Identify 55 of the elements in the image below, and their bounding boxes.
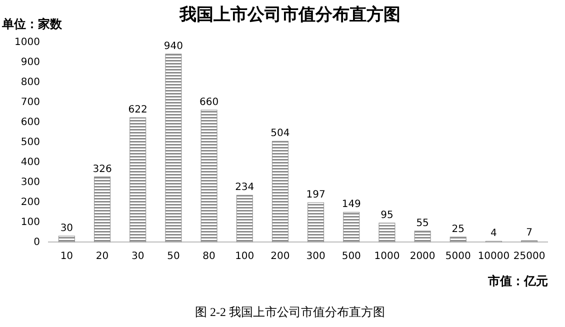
bar (450, 236, 466, 242)
data-label: 504 (270, 128, 290, 140)
x-tick-label: 10 (60, 251, 74, 262)
x-tick-label: 30 (131, 251, 144, 262)
data-label: 30 (60, 223, 74, 234)
y-tick-label: 300 (20, 177, 40, 188)
y-tick-label: 800 (20, 77, 40, 88)
x-tick-label: 2000 (410, 251, 436, 262)
data-label: 7 (526, 228, 533, 239)
data-label: 622 (128, 104, 148, 116)
y-tick-label: 1000 (14, 37, 40, 48)
data-label: 4 (490, 228, 497, 240)
data-label: 234 (235, 182, 254, 194)
data-label: 149 (342, 199, 361, 210)
data-label: 197 (306, 190, 326, 201)
y-tick-label: 200 (20, 197, 40, 208)
bar (236, 194, 253, 242)
x-tick-label: 80 (202, 251, 216, 262)
x-tick-label: 1000 (374, 251, 400, 262)
y-tick-label: 900 (20, 57, 40, 68)
bar (378, 222, 396, 242)
x-tick-label: 300 (306, 251, 326, 262)
x-tick-label: 10000 (478, 251, 510, 262)
bar (272, 140, 288, 242)
x-axis-title: 市值：亿元 (487, 274, 548, 288)
y-tick-label: 700 (20, 97, 40, 108)
bar (343, 212, 360, 242)
y-tick-label: 0 (34, 237, 40, 248)
y-tick-label: 400 (20, 157, 40, 168)
chart-title: 我国上市公司市值分布直方图 (178, 5, 400, 24)
bar (165, 54, 182, 242)
x-tick-label: 500 (342, 251, 361, 262)
bar (130, 117, 146, 242)
x-tick-label: 5000 (445, 251, 471, 262)
data-label: 55 (416, 218, 429, 229)
caption: 图 2-2 我国上市公司市值分布直方图 (195, 305, 385, 319)
x-tick-label: 50 (167, 251, 180, 262)
data-label: 326 (92, 164, 112, 175)
y-tick-label: 500 (20, 137, 40, 148)
bar (414, 230, 431, 242)
data-label: 95 (380, 210, 394, 221)
y-tick-label: 600 (20, 117, 40, 128)
bar (200, 110, 218, 242)
bar (308, 202, 324, 242)
bar (94, 176, 111, 242)
data-label: 660 (199, 97, 219, 108)
x-tick-label: 200 (270, 251, 290, 262)
x-tick-label: 20 (96, 251, 109, 262)
data-label: 25 (452, 224, 465, 235)
x-tick-label: 25000 (513, 251, 546, 262)
y-axis-title: 单位：家数 (1, 17, 63, 31)
x-tick-label: 100 (235, 251, 254, 262)
y-tick-label: 100 (20, 217, 40, 228)
bar (58, 236, 75, 242)
data-label: 940 (164, 41, 183, 52)
